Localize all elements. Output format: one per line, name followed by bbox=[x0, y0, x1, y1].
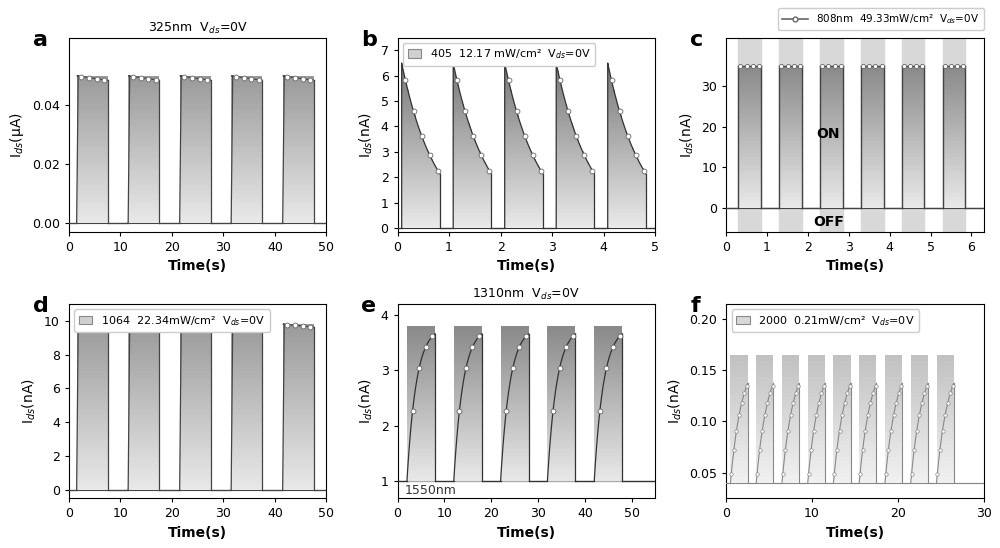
Text: ON: ON bbox=[817, 127, 840, 141]
Legend: 1064  22.34mW/cm²  V$_{ds}$=0V: 1064 22.34mW/cm² V$_{ds}$=0V bbox=[74, 310, 270, 332]
Y-axis label: I$_{ds}$(μA): I$_{ds}$(μA) bbox=[8, 112, 26, 158]
Text: d: d bbox=[33, 296, 49, 316]
Bar bbox=[820, 38, 843, 232]
X-axis label: Time(s): Time(s) bbox=[825, 526, 885, 540]
Text: b: b bbox=[361, 30, 377, 50]
Text: OFF: OFF bbox=[813, 215, 844, 229]
Y-axis label: I$_{ds}$(nA): I$_{ds}$(nA) bbox=[21, 378, 38, 424]
Y-axis label: I$_{ds}$(nA): I$_{ds}$(nA) bbox=[358, 112, 375, 158]
X-axis label: Time(s): Time(s) bbox=[497, 259, 556, 273]
Bar bbox=[902, 38, 924, 232]
Bar bbox=[861, 38, 884, 232]
Legend: 405  12.17 mW/cm²  V$_{ds}$=0V: 405 12.17 mW/cm² V$_{ds}$=0V bbox=[403, 43, 595, 66]
X-axis label: Time(s): Time(s) bbox=[168, 259, 227, 273]
Text: c: c bbox=[690, 30, 703, 50]
Title: 325nm  V$_{ds}$=0V: 325nm V$_{ds}$=0V bbox=[148, 21, 248, 36]
X-axis label: Time(s): Time(s) bbox=[168, 526, 227, 540]
Text: 1550nm: 1550nm bbox=[405, 484, 456, 497]
Legend: 2000  0.21mW/cm²  V$_{ds}$=0V: 2000 0.21mW/cm² V$_{ds}$=0V bbox=[732, 310, 919, 332]
Bar bbox=[943, 38, 965, 232]
Bar bbox=[779, 38, 802, 232]
Y-axis label: I$_{ds}$(nA): I$_{ds}$(nA) bbox=[678, 112, 696, 158]
Legend: 808nm  49.33mW/cm²  V$_{ds}$=0V: 808nm 49.33mW/cm² V$_{ds}$=0V bbox=[778, 8, 984, 31]
Bar bbox=[738, 38, 761, 232]
Y-axis label: I$_{ds}$(nA): I$_{ds}$(nA) bbox=[666, 378, 684, 424]
Text: f: f bbox=[690, 296, 700, 316]
Text: e: e bbox=[361, 296, 377, 316]
Title: 1310nm  V$_{ds}$=0V: 1310nm V$_{ds}$=0V bbox=[472, 287, 580, 302]
X-axis label: Time(s): Time(s) bbox=[497, 526, 556, 540]
X-axis label: Time(s): Time(s) bbox=[825, 259, 885, 273]
Text: a: a bbox=[33, 30, 48, 50]
Y-axis label: I$_{ds}$(nA): I$_{ds}$(nA) bbox=[358, 378, 375, 424]
